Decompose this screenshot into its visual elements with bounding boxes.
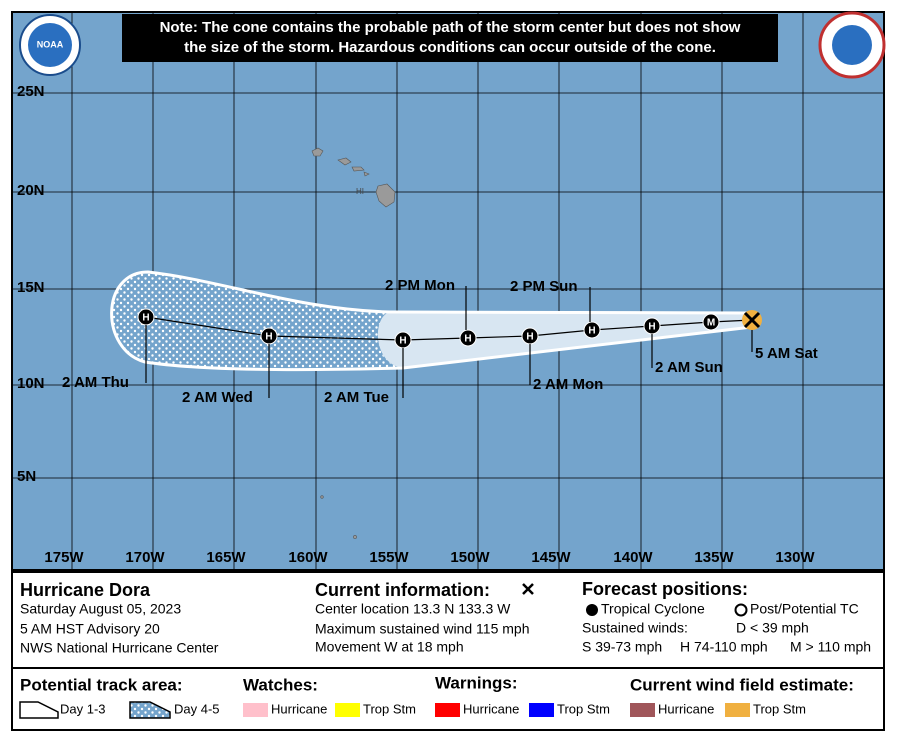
intensity-letter: H [526,332,533,343]
storm-name: Hurricane Dora [20,580,151,600]
lat-label: 15N [17,279,45,296]
intensity-letter: H [464,334,471,345]
graticule [12,12,884,570]
legend-text: Post/Potential TC [750,601,859,617]
intensity-letter: M [707,318,715,329]
lon-label: 170W [125,549,165,566]
watch-trop-swatch [335,703,360,717]
legend-text: H 74-110 mph [680,639,768,655]
lon-label: 130W [775,549,815,566]
forecast-point [702,313,720,331]
time-label: 2 AM Mon [533,376,603,393]
lon-label: 135W [694,549,734,566]
forecast-title: Forecast positions: [582,579,748,599]
time-label: 2 AM Sun [655,359,723,376]
current-line: Movement W at 18 mph [315,639,464,655]
legend-heading: Current wind field estimate: [630,675,854,694]
lat-label: 20N [17,182,45,199]
current-line: Maximum sustained wind 115 mph [315,621,530,637]
lon-label: 160W [288,549,328,566]
wind-hurricane-swatch [630,703,655,717]
legend-text: Tropical Cyclone [601,601,705,617]
legend-text: Trop Stm [363,701,416,716]
time-label: 2 AM Thu [62,374,129,391]
current-title: Current information: [315,580,490,600]
day45-icon [129,701,171,719]
legend-text: Hurricane [463,701,519,716]
logo-text: NOAA [37,39,64,49]
nws-logo-inner [832,25,872,65]
lon-label: 165W [206,549,246,566]
intensity-letter: H [648,322,655,333]
legend-text: M > 110 mph [790,639,871,655]
lat-label: 10N [17,375,45,392]
time-label: 2 PM Mon [385,277,455,294]
tc-icon [586,604,598,616]
current-line: Center location 13.3 N 133.3 W [315,601,511,617]
legend-heading: Warnings: [435,673,517,692]
time-label: 2 PM Sun [510,278,578,295]
noaa-logo-inner [28,23,72,67]
current-x-icon [522,583,534,595]
note-line: Note: The cone contains the probable pat… [160,19,741,36]
lon-label: 145W [531,549,571,566]
current-position [743,311,761,329]
legend-text: D < 39 mph [736,620,809,636]
legend-text: S 39-73 mph [582,639,662,655]
cone-day4-5 [111,272,404,370]
wind-trop-swatch [725,703,750,717]
cone-outline [110,270,753,372]
legend-text: Trop Stm [557,701,610,716]
intensity-letter: H [588,326,595,337]
legend-text: Day 1-3 [60,701,106,716]
info-line: Saturday August 05, 2023 [20,601,181,617]
hawaii [311,147,396,539]
warn-hurricane-swatch [435,703,460,717]
intensity-letter: H [399,336,406,347]
info-line: 5 AM HST Advisory 20 [20,621,160,637]
legend-text: Hurricane [271,701,327,716]
warn-trop-swatch [529,703,554,717]
intensity-letter: H [142,313,149,324]
region-label: HI [356,187,364,196]
forecast-point [459,329,477,347]
lon-label: 175W [44,549,84,566]
watch-hurricane-swatch [243,703,268,717]
time-label: 5 AM Sat [755,345,818,362]
note-box [122,14,778,62]
day13-icon [19,701,59,719]
intensity-letter: H [265,332,272,343]
time-label: 2 AM Wed [182,389,253,406]
lat-label: 5N [17,468,36,485]
forecast-point [583,321,601,339]
legend-text: Trop Stm [753,701,806,716]
legend-text: Sustained winds: [582,620,688,636]
lat-label: 25N [17,83,45,100]
info-line: NWS National Hurricane Center [20,640,219,656]
note-line: the size of the storm. Hazardous conditi… [184,39,716,56]
legend-heading: Potential track area: [20,675,183,694]
legend-text: Hurricane [658,701,714,716]
time-label: 2 AM Tue [324,389,389,406]
legend-heading: Watches: [243,675,318,694]
lon-label: 140W [613,549,653,566]
legend-text: Day 4-5 [174,701,220,716]
lon-label: 155W [369,549,409,566]
post-tc-icon [734,603,748,617]
lon-label: 150W [450,549,490,566]
